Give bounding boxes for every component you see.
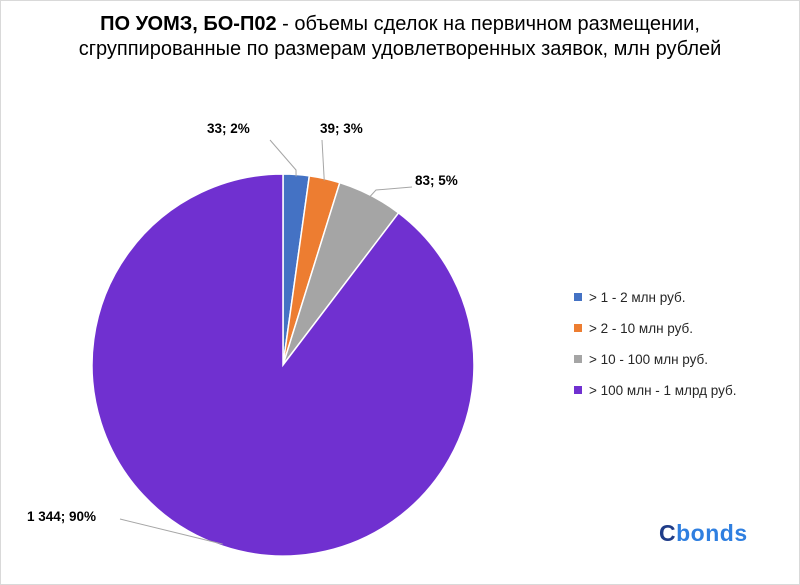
cbonds-logo: Cbonds xyxy=(659,520,748,547)
data-label-2: 39; 3% xyxy=(320,121,363,136)
leader-line-2 xyxy=(321,139,325,181)
legend-item-4: > 100 млн - 1 млрд руб. xyxy=(574,381,737,399)
data-labels: 33; 2% 39; 3% 83; 5% 1 344; 90% xyxy=(27,121,458,524)
legend-item-3: > 10 - 100 млн руб. xyxy=(574,350,737,368)
legend-label-4: > 100 млн - 1 млрд руб. xyxy=(589,382,737,398)
chart-title: ПО УОМЗ, БО-П02 - объемы сделок на перви… xyxy=(60,12,740,62)
legend-label-1: > 1 - 2 млн руб. xyxy=(589,289,686,305)
leader-line-1 xyxy=(269,139,297,177)
legend: > 1 - 2 млн руб. > 2 - 10 млн руб. > 10 … xyxy=(574,288,737,412)
data-label-3: 83; 5% xyxy=(415,173,458,188)
pie-slice-4 xyxy=(91,173,475,557)
data-label-1: 33; 2% xyxy=(207,121,250,136)
logo-accent: bonds xyxy=(676,520,748,546)
leader-line-3 xyxy=(369,186,413,198)
leader-line-4 xyxy=(119,518,223,545)
legend-label-3: > 10 - 100 млн руб. xyxy=(589,351,709,367)
chart-title-rest: - объемы сделок на первичном размещении,… xyxy=(78,13,722,60)
data-label-4: 1 344; 90% xyxy=(27,509,96,524)
legend-swatch-3 xyxy=(574,355,582,363)
legend-item-1: > 1 - 2 млн руб. xyxy=(574,288,737,306)
logo-main: C xyxy=(659,520,677,546)
legend-swatch-1 xyxy=(574,293,582,301)
legend-swatch-2 xyxy=(574,324,582,332)
legend-item-2: > 2 - 10 млн руб. xyxy=(574,319,737,337)
chart-title-bold: ПО УОМЗ, БО-П02 xyxy=(100,13,277,35)
leader-lines xyxy=(119,139,413,545)
pie-slices xyxy=(91,173,475,557)
legend-label-2: > 2 - 10 млн руб. xyxy=(589,320,694,336)
legend-swatch-4 xyxy=(574,386,582,394)
